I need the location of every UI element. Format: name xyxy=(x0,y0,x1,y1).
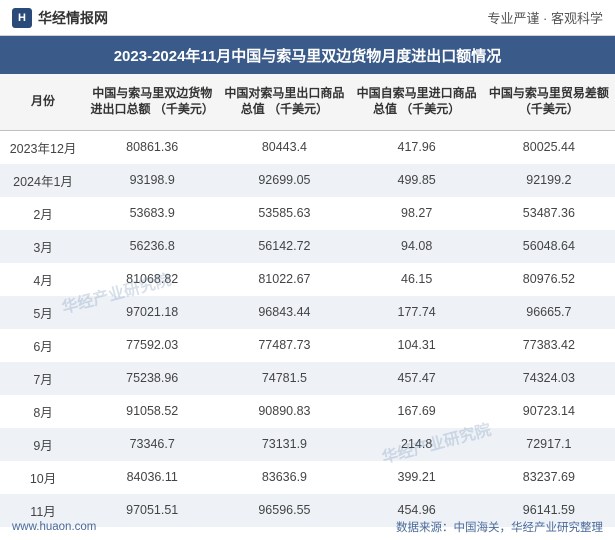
table-title: 2023-2024年11月中国与索马里双边货物月度进出口额情况 xyxy=(0,36,615,74)
table-row: 10月84036.1183636.9399.2183237.69 xyxy=(0,461,615,494)
table-cell: 83636.9 xyxy=(218,461,350,494)
table-cell: 93198.9 xyxy=(86,164,218,197)
table-cell: 3月 xyxy=(0,230,86,263)
table-row: 6月77592.0377487.73104.3177383.42 xyxy=(0,329,615,362)
table-cell: 53487.36 xyxy=(483,197,615,230)
table-cell: 96843.44 xyxy=(218,296,350,329)
table-cell: 2024年1月 xyxy=(0,164,86,197)
table-cell: 177.74 xyxy=(351,296,483,329)
table-cell: 74324.03 xyxy=(483,362,615,395)
table-cell: 56048.64 xyxy=(483,230,615,263)
table-cell: 53683.9 xyxy=(86,197,218,230)
footer-url: www.huaon.com xyxy=(12,521,96,533)
table-row: 3月56236.856142.7294.0856048.64 xyxy=(0,230,615,263)
table-cell: 2023年12月 xyxy=(0,130,86,164)
table-cell: 399.21 xyxy=(351,461,483,494)
table-cell: 417.96 xyxy=(351,130,483,164)
table-row: 5月97021.1896843.44177.7496665.7 xyxy=(0,296,615,329)
table-cell: 80443.4 xyxy=(218,130,350,164)
table-cell: 83237.69 xyxy=(483,461,615,494)
header-tagline: 专业严谨 · 客观科学 xyxy=(487,8,603,27)
table-row: 2024年1月93198.992699.05499.8592199.2 xyxy=(0,164,615,197)
table-cell: 73346.7 xyxy=(86,428,218,461)
table-cell: 96665.7 xyxy=(483,296,615,329)
table-cell: 9月 xyxy=(0,428,86,461)
table-cell: 2月 xyxy=(0,197,86,230)
page-header: H 华经情报网 专业严谨 · 客观科学 xyxy=(0,0,615,36)
table-body: 2023年12月80861.3680443.4417.9680025.44202… xyxy=(0,130,615,527)
site-name: 华经情报网 xyxy=(38,8,108,28)
col-header-total: 中国与索马里双边货物进出口总额 （千美元） xyxy=(86,74,218,130)
table-cell: 94.08 xyxy=(351,230,483,263)
col-header-month: 月份 xyxy=(0,74,86,130)
col-header-import: 中国自索马里进口商品总值 （千美元） xyxy=(351,74,483,130)
table-cell: 84036.11 xyxy=(86,461,218,494)
col-header-balance: 中国与索马里贸易差额 （千美元） xyxy=(483,74,615,130)
table-cell: 77592.03 xyxy=(86,329,218,362)
table-cell: 7月 xyxy=(0,362,86,395)
table-cell: 80025.44 xyxy=(483,130,615,164)
table-cell: 80976.52 xyxy=(483,263,615,296)
table-cell: 104.31 xyxy=(351,329,483,362)
table-cell: 90890.83 xyxy=(218,395,350,428)
table-row: 4月81068.8281022.6746.1580976.52 xyxy=(0,263,615,296)
table-cell: 81022.67 xyxy=(218,263,350,296)
table-cell: 97021.18 xyxy=(86,296,218,329)
table-row: 8月91058.5290890.83167.6990723.14 xyxy=(0,395,615,428)
trade-data-table: 月份 中国与索马里双边货物进出口总额 （千美元） 中国对索马里出口商品总值 （千… xyxy=(0,74,615,527)
table-cell: 5月 xyxy=(0,296,86,329)
col-header-export: 中国对索马里出口商品总值 （千美元） xyxy=(218,74,350,130)
table-cell: 81068.82 xyxy=(86,263,218,296)
table-cell: 75238.96 xyxy=(86,362,218,395)
table-cell: 77487.73 xyxy=(218,329,350,362)
table-header: 月份 中国与索马里双边货物进出口总额 （千美元） 中国对索马里出口商品总值 （千… xyxy=(0,74,615,130)
table-row: 2月53683.953585.6398.2753487.36 xyxy=(0,197,615,230)
table-cell: 499.85 xyxy=(351,164,483,197)
table-cell: 457.47 xyxy=(351,362,483,395)
logo-icon: H xyxy=(12,8,32,28)
table-cell: 77383.42 xyxy=(483,329,615,362)
table-cell: 56236.8 xyxy=(86,230,218,263)
table-cell: 92199.2 xyxy=(483,164,615,197)
table-cell: 53585.63 xyxy=(218,197,350,230)
table-cell: 80861.36 xyxy=(86,130,218,164)
table-row: 7月75238.9674781.5457.4774324.03 xyxy=(0,362,615,395)
table-cell: 56142.72 xyxy=(218,230,350,263)
page-footer: www.huaon.com 数据来源：中国海关，华经产业研究整理 xyxy=(0,514,615,540)
table-cell: 92699.05 xyxy=(218,164,350,197)
table-cell: 214.8 xyxy=(351,428,483,461)
table-cell: 91058.52 xyxy=(86,395,218,428)
footer-source: 数据来源：中国海关，华经产业研究整理 xyxy=(396,519,603,535)
table-cell: 74781.5 xyxy=(218,362,350,395)
table-cell: 8月 xyxy=(0,395,86,428)
table-cell: 90723.14 xyxy=(483,395,615,428)
header-left: H 华经情报网 xyxy=(12,8,108,28)
table-cell: 167.69 xyxy=(351,395,483,428)
table-row: 9月73346.773131.9214.872917.1 xyxy=(0,428,615,461)
table-cell: 4月 xyxy=(0,263,86,296)
table-cell: 6月 xyxy=(0,329,86,362)
table-cell: 73131.9 xyxy=(218,428,350,461)
table-cell: 46.15 xyxy=(351,263,483,296)
table-cell: 10月 xyxy=(0,461,86,494)
table-row: 2023年12月80861.3680443.4417.9680025.44 xyxy=(0,130,615,164)
table-cell: 98.27 xyxy=(351,197,483,230)
table-cell: 72917.1 xyxy=(483,428,615,461)
